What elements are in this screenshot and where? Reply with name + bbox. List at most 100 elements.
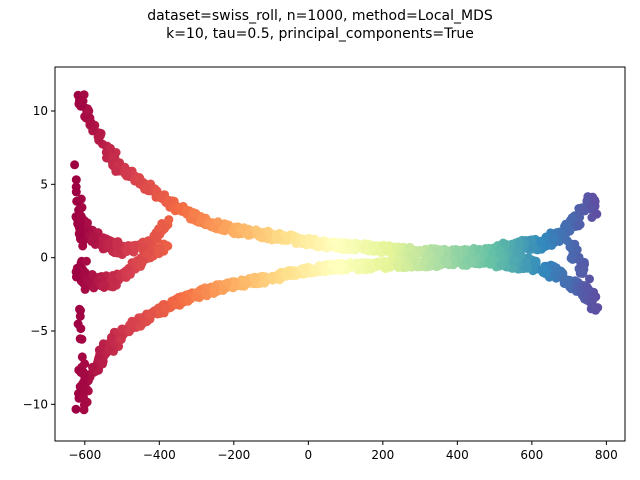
data-point	[77, 334, 87, 344]
data-point	[367, 264, 376, 274]
data-point	[379, 240, 389, 250]
data-point	[580, 206, 590, 216]
data-point	[156, 193, 166, 203]
data-point	[120, 166, 130, 176]
data-point	[334, 265, 344, 275]
x-tick-label: 200	[371, 448, 394, 462]
data-point	[117, 324, 127, 334]
data-point	[160, 303, 170, 313]
data-point	[71, 267, 81, 277]
data-point	[83, 218, 92, 228]
data-point	[71, 404, 81, 414]
x-tick-label: 600	[520, 448, 543, 462]
data-point	[81, 256, 91, 266]
data-point	[82, 276, 92, 286]
data-point	[433, 261, 443, 271]
x-tick-label: −400	[143, 448, 176, 462]
data-point	[88, 362, 97, 372]
data-point	[80, 284, 90, 294]
data-point	[210, 283, 220, 293]
data-point	[110, 153, 120, 163]
data-point	[99, 280, 109, 290]
data-point	[475, 246, 485, 255]
points-layer	[70, 90, 603, 415]
data-point	[418, 256, 428, 266]
data-point	[272, 234, 282, 244]
data-point	[94, 135, 104, 145]
data-point	[435, 247, 445, 257]
data-point	[578, 264, 588, 274]
data-point	[587, 303, 597, 313]
data-point	[77, 352, 87, 362]
y-tick-label: 5	[40, 177, 48, 191]
data-point	[182, 205, 192, 215]
data-point	[164, 195, 174, 205]
data-point	[112, 248, 122, 258]
data-point	[541, 269, 550, 279]
data-point	[154, 249, 164, 259]
data-point	[79, 90, 89, 100]
data-point	[374, 257, 384, 267]
data-point	[454, 247, 464, 257]
data-point	[77, 202, 87, 212]
data-point	[280, 269, 290, 279]
data-point	[129, 241, 139, 250]
data-point	[592, 209, 602, 219]
x-tick-label: 400	[446, 448, 469, 462]
data-point	[182, 296, 192, 306]
data-point	[368, 242, 378, 252]
data-point	[209, 223, 219, 233]
data-point	[219, 225, 229, 235]
data-point	[568, 251, 577, 260]
data-point	[509, 256, 519, 265]
data-point	[75, 230, 85, 240]
data-point	[106, 143, 115, 153]
data-point	[587, 296, 597, 306]
data-point	[298, 264, 308, 274]
data-point	[78, 378, 88, 388]
data-point	[260, 278, 270, 288]
data-point	[79, 368, 89, 378]
data-point	[138, 256, 148, 266]
data-point	[549, 234, 558, 244]
data-point	[75, 311, 85, 321]
data-point	[527, 235, 537, 245]
data-point	[501, 239, 511, 249]
data-point	[146, 309, 156, 319]
data-point	[158, 222, 168, 232]
data-point	[585, 274, 594, 284]
data-point	[583, 284, 593, 294]
data-point	[190, 209, 200, 219]
data-point	[393, 259, 403, 269]
data-point	[70, 160, 80, 170]
x-tick-label: −600	[68, 448, 101, 462]
data-point	[514, 240, 524, 250]
data-point	[464, 254, 474, 264]
data-point	[330, 237, 340, 247]
data-point	[551, 264, 561, 274]
data-point	[135, 174, 145, 184]
data-point	[200, 287, 210, 297]
data-point	[442, 257, 452, 267]
data-point	[411, 256, 421, 266]
data-point	[240, 276, 250, 285]
data-point	[337, 244, 347, 254]
data-point	[401, 262, 411, 272]
data-point	[141, 183, 151, 193]
data-point	[87, 270, 97, 279]
data-point	[89, 283, 99, 293]
data-point	[88, 126, 98, 136]
data-point	[89, 231, 98, 241]
data-point	[79, 400, 89, 410]
data-point	[361, 242, 371, 252]
y-tick-label: 10	[33, 104, 48, 118]
data-point	[257, 233, 267, 243]
data-point	[125, 269, 135, 279]
data-point	[163, 241, 173, 251]
data-point	[80, 359, 90, 369]
data-point	[85, 118, 95, 127]
data-point	[144, 248, 154, 258]
chart-title-line-1: dataset=swiss_roll, n=1000, method=Local…	[147, 8, 493, 24]
